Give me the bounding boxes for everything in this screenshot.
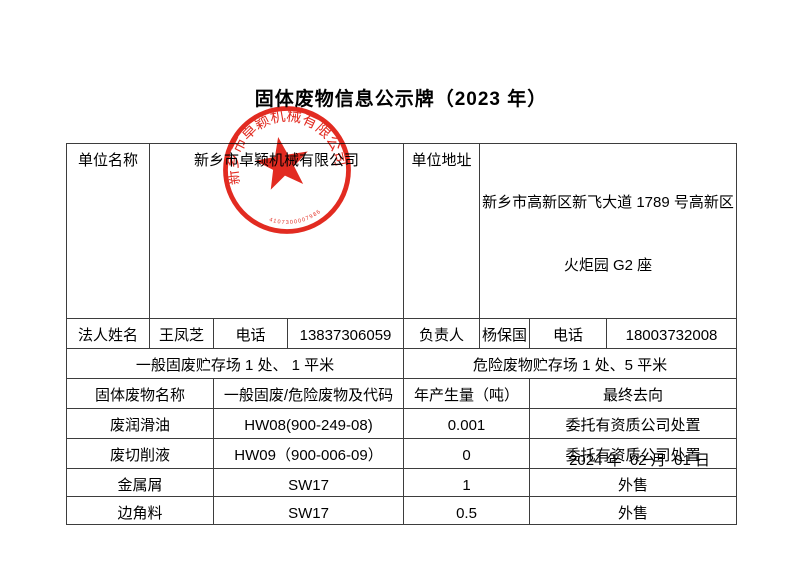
waste-name-cell: 废润滑油 bbox=[66, 408, 214, 439]
row-contacts: 法人姓名 王凤芝 电话 13837306059 负责人 杨保国 电话 18003… bbox=[66, 318, 738, 349]
waste-row: 边角料 SW17 0.5 外售 bbox=[66, 496, 738, 525]
waste-code-cell: HW08(900-249-08) bbox=[213, 408, 404, 439]
general-storage-cell: 一般固废贮存场 1 处、 1 平米 bbox=[66, 348, 404, 379]
unit-address-value-cell: 新乡市高新区新飞大道 1789 号高新区 火炬园 G2 座 bbox=[478, 143, 738, 319]
manager-phone-value-cell: 18003732008 bbox=[605, 318, 738, 349]
legal-name-value-cell: 王凤芝 bbox=[149, 318, 214, 349]
row-unit-info: 单位名称 新乡市卓颖机械有限公司 单位地址 新乡市高新区新飞大道 1789 号高… bbox=[66, 143, 738, 319]
waste-name-cell: 金属屑 bbox=[66, 468, 214, 497]
waste-amount-cell: 1 bbox=[403, 468, 530, 497]
manager-value-cell: 杨保国 bbox=[479, 318, 530, 349]
manager-phone-label-cell: 电话 bbox=[529, 318, 607, 349]
waste-destination-cell: 外售 bbox=[528, 468, 738, 497]
document-title: 固体废物信息公示牌（2023 年） bbox=[254, 89, 548, 110]
waste-row: 金属屑 SW17 1 外售 bbox=[66, 468, 738, 497]
header-waste-code: 一般固废/危险废物及代码 bbox=[213, 378, 404, 409]
waste-code-cell: HW09（900-006-09） bbox=[213, 438, 404, 469]
waste-destination-cell: 外售 bbox=[528, 496, 738, 525]
unit-name-label-cell: 单位名称 bbox=[66, 143, 150, 319]
waste-destination-cell: 委托有资质公司处置 bbox=[528, 408, 738, 439]
waste-row: 废切削液 HW09（900-006-09） 0 委托有资质公司处置 bbox=[66, 438, 738, 469]
waste-name-cell: 边角料 bbox=[66, 496, 214, 525]
row-storage: 一般固废贮存场 1 处、 1 平米 危险废物贮存场 1 处、5 平米 bbox=[66, 348, 738, 379]
waste-amount-cell: 0.001 bbox=[403, 408, 530, 439]
legal-name-label-cell: 法人姓名 bbox=[66, 318, 150, 349]
hazard-storage-cell: 危险废物贮存场 1 处、5 平米 bbox=[402, 348, 738, 379]
manager-label-cell: 负责人 bbox=[403, 318, 480, 349]
header-destination: 最终去向 bbox=[528, 378, 738, 409]
unit-address-line1: 新乡市高新区新飞大道 1789 号高新区 bbox=[482, 194, 734, 211]
waste-code-cell: SW17 bbox=[213, 468, 404, 497]
row-waste-headers: 固体废物名称 一般固废/危险废物及代码 年产生量（吨） 最终去向 bbox=[66, 378, 738, 409]
unit-address-line2: 火炬园 G2 座 bbox=[563, 257, 653, 274]
unit-address-label-cell: 单位地址 bbox=[403, 143, 480, 319]
legal-phone-label-cell: 电话 bbox=[213, 318, 288, 349]
waste-destination-cell: 委托有资质公司处置 bbox=[528, 438, 738, 469]
waste-info-table: 单位名称 新乡市卓颖机械有限公司 单位地址 新乡市高新区新飞大道 1789 号高… bbox=[66, 143, 738, 525]
header-annual-amount: 年产生量（吨） bbox=[403, 378, 530, 409]
publish-date: 2024 年 02 月 01 日 bbox=[569, 452, 710, 469]
unit-name-value-cell: 新乡市卓颖机械有限公司 bbox=[149, 143, 404, 319]
waste-code-cell: SW17 bbox=[213, 496, 404, 525]
waste-amount-cell: 0.5 bbox=[403, 496, 530, 525]
header-waste-name: 固体废物名称 bbox=[66, 378, 214, 409]
waste-row: 废润滑油 HW08(900-249-08) 0.001 委托有资质公司处置 bbox=[66, 408, 738, 439]
legal-phone-value-cell: 13837306059 bbox=[287, 318, 404, 349]
